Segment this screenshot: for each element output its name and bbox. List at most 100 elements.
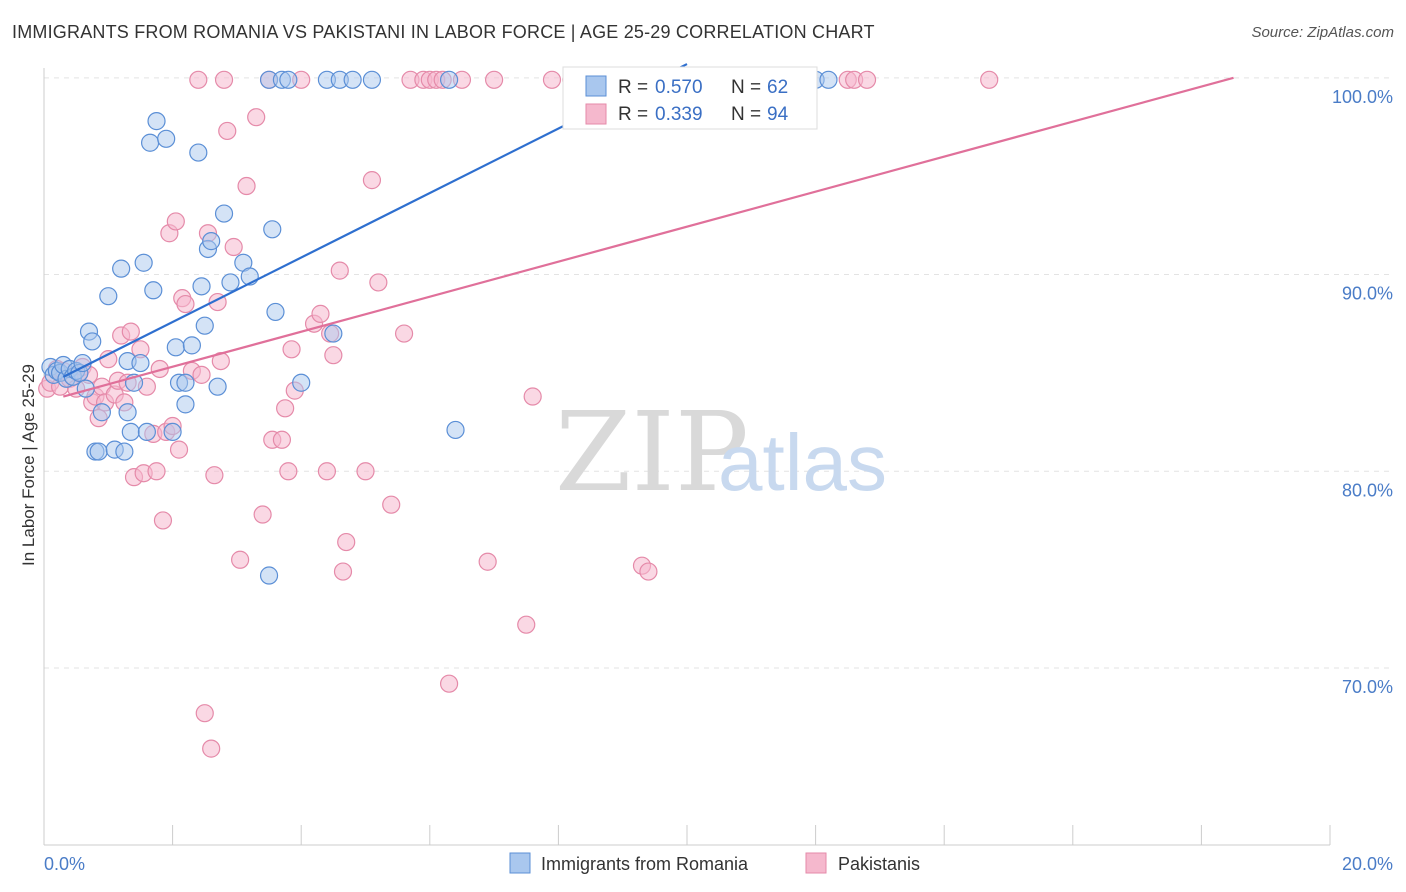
point-pakistanis-83 bbox=[517, 615, 536, 634]
point-romania-20 bbox=[115, 442, 134, 461]
point-pakistanis-55 bbox=[272, 430, 292, 449]
point-romania-61 bbox=[446, 420, 465, 440]
point-romania-33 bbox=[166, 338, 185, 357]
point-romania-50 bbox=[263, 220, 282, 239]
point-pakistanis-58 bbox=[282, 340, 301, 359]
series-legend: Immigrants from Romania Pakistanis bbox=[509, 852, 920, 874]
point-pakistanis-36 bbox=[176, 294, 195, 314]
grid-lines bbox=[44, 77, 1394, 669]
point-romania-32 bbox=[163, 422, 182, 442]
point-romania-23 bbox=[121, 422, 140, 442]
x-tick-labels: 0.0% 20.0% bbox=[44, 854, 1393, 874]
point-romania-56 bbox=[324, 324, 343, 343]
point-romania-45 bbox=[221, 273, 240, 292]
point-romania-13 bbox=[83, 332, 102, 351]
point-pakistanis-62 bbox=[311, 304, 330, 323]
point-pakistanis-81 bbox=[478, 552, 497, 571]
source-credit: Source: ZipAtlas.com bbox=[1251, 24, 1394, 41]
legend-n-value-pakistanis: 94 bbox=[767, 104, 789, 125]
y-tick-label-3: 70.0% bbox=[1342, 677, 1393, 697]
point-pakistanis-67 bbox=[333, 562, 353, 581]
point-pakistanis-27 bbox=[147, 462, 166, 481]
point-romania-25 bbox=[131, 353, 150, 373]
chart-title: IMMIGRANTS FROM ROMANIA VS PAKISTANI IN … bbox=[12, 22, 875, 42]
point-pakistanis-46 bbox=[214, 70, 234, 89]
point-romania-30 bbox=[140, 133, 160, 152]
watermark-atlas: atlas bbox=[718, 418, 887, 507]
point-pakistanis-38 bbox=[189, 70, 208, 89]
point-pakistanis-73 bbox=[394, 324, 414, 343]
point-pakistanis-92 bbox=[857, 70, 877, 89]
bottom-legend-swatch-romania bbox=[509, 852, 531, 874]
bottom-legend-label-pakistanis: Pakistanis bbox=[838, 854, 920, 874]
x-tick-label-0: 0.0% bbox=[44, 854, 85, 874]
point-romania-31 bbox=[157, 129, 176, 148]
point-pakistanis-63 bbox=[317, 462, 337, 481]
point-romania-29 bbox=[147, 112, 166, 131]
point-romania-63 bbox=[819, 70, 838, 89]
point-romania-38 bbox=[189, 143, 208, 162]
point-pakistanis-49 bbox=[231, 550, 250, 569]
x-tick-label-1: 20.0% bbox=[1342, 854, 1393, 874]
stats-legend: R = 0.570 N = 62 R = 0.339 N = 94 bbox=[562, 66, 818, 130]
point-romania-39 bbox=[192, 277, 211, 296]
point-romania-59 bbox=[362, 70, 382, 89]
point-romania-54 bbox=[292, 373, 311, 392]
point-pakistanis-93 bbox=[980, 70, 999, 89]
point-pakistanis-52 bbox=[253, 505, 272, 524]
legend-r-label-pakistanis: R = bbox=[618, 104, 648, 125]
point-pakistanis-56 bbox=[276, 399, 295, 418]
point-romania-19 bbox=[112, 259, 131, 278]
point-pakistanis-68 bbox=[337, 532, 356, 552]
legend-n-value-romania: 62 bbox=[767, 77, 788, 98]
point-pakistanis-79 bbox=[439, 674, 459, 693]
point-pakistanis-84 bbox=[523, 387, 542, 406]
point-romania-60 bbox=[439, 70, 459, 89]
y-tick-labels: 100.0% 90.0% 80.0% 70.0% bbox=[1332, 87, 1393, 697]
bottom-legend-label-romania: Immigrants from Romania bbox=[541, 854, 749, 874]
point-pakistanis-40 bbox=[195, 704, 214, 723]
series-pakistanis-points bbox=[38, 70, 999, 758]
point-romania-48 bbox=[259, 566, 279, 585]
y-axis-label: In Labor Force | Age 25-29 bbox=[19, 364, 38, 566]
point-pakistanis-82 bbox=[485, 70, 504, 89]
watermark-zip: ZIP bbox=[555, 388, 749, 516]
point-romania-35 bbox=[176, 373, 195, 392]
bottom-legend-swatch-pakistanis bbox=[805, 852, 827, 874]
point-pakistanis-65 bbox=[324, 346, 343, 365]
point-pakistanis-29 bbox=[153, 511, 173, 530]
point-pakistanis-51 bbox=[247, 108, 266, 127]
point-pakistanis-48 bbox=[224, 237, 243, 257]
point-romania-53 bbox=[279, 70, 298, 89]
legend-n-label-pakistanis: N = bbox=[731, 104, 761, 125]
point-romania-36 bbox=[176, 395, 195, 414]
point-pakistanis-43 bbox=[205, 466, 224, 485]
point-romania-16 bbox=[92, 403, 111, 422]
legend-r-label-romania: R = bbox=[618, 77, 648, 98]
point-romania-17 bbox=[99, 287, 118, 306]
point-romania-44 bbox=[214, 204, 234, 223]
point-romania-26 bbox=[134, 253, 153, 272]
point-pakistanis-69 bbox=[356, 462, 375, 481]
point-pakistanis-71 bbox=[369, 273, 388, 292]
point-pakistanis-70 bbox=[362, 171, 382, 190]
y-tick-label-2: 80.0% bbox=[1342, 480, 1393, 500]
point-romania-51 bbox=[266, 302, 285, 322]
point-pakistanis-66 bbox=[330, 261, 349, 280]
y-tick-label-0: 100.0% bbox=[1332, 87, 1393, 107]
point-pakistanis-39 bbox=[192, 365, 211, 384]
point-pakistanis-88 bbox=[639, 562, 658, 581]
point-pakistanis-33 bbox=[166, 212, 185, 231]
legend-r-value-pakistanis: 0.339 bbox=[655, 104, 703, 125]
point-pakistanis-85 bbox=[542, 70, 562, 89]
point-romania-37 bbox=[182, 336, 201, 355]
point-romania-28 bbox=[144, 281, 163, 300]
point-romania-15 bbox=[89, 442, 108, 461]
point-romania-27 bbox=[137, 422, 156, 442]
point-pakistanis-72 bbox=[382, 495, 401, 514]
legend-swatch-romania bbox=[585, 75, 607, 97]
point-pakistanis-34 bbox=[169, 440, 189, 459]
legend-n-label-romania: N = bbox=[731, 77, 761, 98]
point-romania-22 bbox=[118, 403, 137, 422]
